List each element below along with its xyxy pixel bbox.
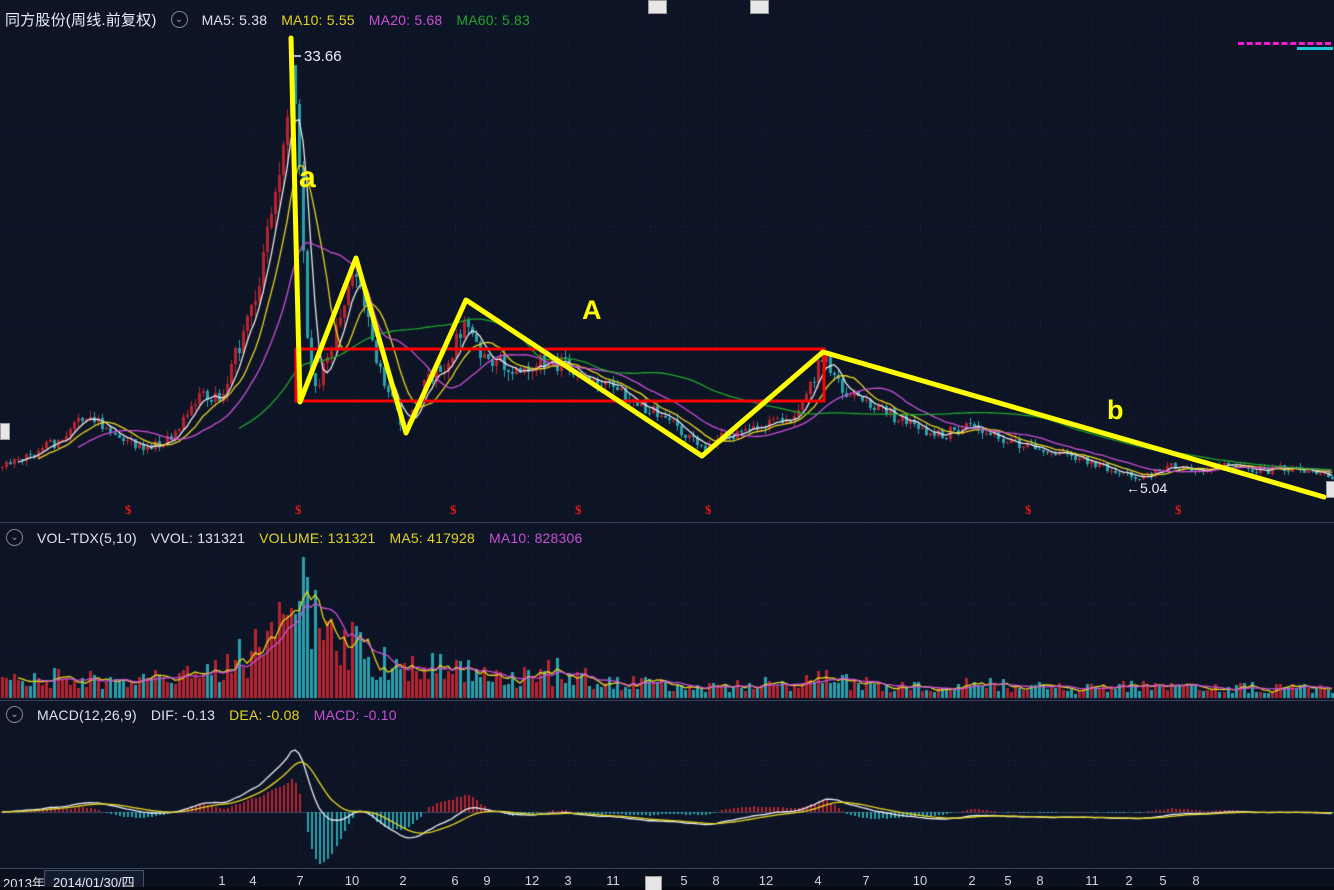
magenta-dashed-annotation	[1238, 42, 1331, 45]
vvol-readout: VVOL: 131321	[150, 529, 246, 546]
time-axis-label: 11	[1085, 873, 1099, 888]
scrollbar-strip[interactable]	[0, 887, 1334, 890]
time-axis-label: 11	[606, 873, 620, 888]
selection-handle[interactable]	[0, 423, 10, 440]
time-axis-label: 2	[968, 873, 976, 888]
volume-readout: VOLUME: 131321	[259, 529, 376, 546]
macd-chart-canvas[interactable]	[0, 700, 1334, 868]
time-axis-label: 8	[1192, 873, 1200, 888]
dividend-marker-icon: $	[1025, 502, 1032, 517]
time-axis-label: 2	[1125, 873, 1133, 888]
time-axis-label: 7	[862, 873, 870, 888]
dea-readout: DEA: -0.08	[229, 706, 300, 723]
dividend-marker-icon: $	[295, 502, 302, 517]
time-axis-label: 10	[344, 873, 360, 888]
cyan-dash-annotation	[1297, 47, 1333, 50]
time-axis-label: 8	[1036, 873, 1044, 888]
ma5-readout: MA5: 5.38	[201, 11, 268, 28]
ma10-readout: MA10: 5.55	[281, 11, 355, 28]
time-axis-label: 7	[296, 873, 304, 888]
time-axis-label: 8	[712, 873, 720, 888]
vol-indicator-name: VOL-TDX(5,10)	[37, 529, 137, 546]
dividend-marker-icon: $	[705, 502, 712, 517]
time-axis-label: 5	[1004, 873, 1012, 888]
dividend-marker-icon: $	[125, 502, 132, 517]
start-year-label: 2013年	[3, 876, 45, 890]
macd-panel-header: ⌄ MACD(12,26,9) DIF: -0.13 DEA: -0.08 MA…	[6, 706, 397, 723]
time-axis-label: 1	[218, 873, 226, 888]
dif-readout: DIF: -0.13	[150, 706, 216, 723]
panel-divider	[0, 700, 1334, 701]
time-axis-label: 3	[564, 873, 572, 888]
time-axis-label: 5	[680, 873, 688, 888]
time-axis-label: 4	[249, 873, 257, 888]
dividend-marker-icon: $	[1175, 502, 1182, 517]
ma20-readout: MA20: 5.68	[368, 11, 443, 28]
time-axis-label: 10	[912, 873, 928, 888]
macd-readout: MACD: -0.10	[313, 706, 397, 723]
selection-handle[interactable]	[750, 0, 769, 14]
collapse-icon[interactable]: ⌄	[6, 706, 23, 723]
selection-handle[interactable]	[648, 0, 667, 14]
wave-a-label: a	[299, 161, 316, 194]
ma60-readout: MA60: 5.83	[456, 11, 531, 28]
time-axis-label: 4	[814, 873, 822, 888]
time-axis-label: 9	[483, 873, 491, 888]
selection-handle[interactable]	[645, 876, 662, 890]
dividend-marker-icon: $	[450, 502, 457, 517]
price-panel-header: 同方股份(周线.前复权) ⌄ MA5: 5.38 MA10: 5.55 MA20…	[5, 9, 530, 30]
chart-title: 同方股份(周线.前复权)	[5, 12, 157, 29]
volume-chart-canvas[interactable]	[0, 523, 1334, 700]
time-axis-label: 5	[1159, 873, 1167, 888]
time-axis: 2013年 2014/01/30/四 1 4 7 10 2 6 9 12 3 11 2 5 8 12 4 7 1…	[0, 868, 1334, 890]
time-axis-label: 2	[399, 873, 407, 888]
wave-b-label: b	[1107, 395, 1124, 425]
macd-indicator-name: MACD(12,26,9)	[37, 706, 137, 723]
time-axis-label: 12	[524, 873, 540, 888]
time-axis-label: 12	[758, 873, 774, 888]
price-chart-canvas[interactable]	[0, 0, 1334, 523]
panel-divider	[0, 522, 1334, 523]
time-axis-label: 6	[451, 873, 459, 888]
volume-panel-header: ⌄ VOL-TDX(5,10) VVOL: 131321 VOLUME: 131…	[6, 529, 582, 546]
dividend-marker-icon: $	[575, 502, 582, 517]
wave-capital-a-label: A	[582, 295, 602, 325]
vol-ma5-readout: MA5: 417928	[389, 529, 476, 546]
peak-price-label: 33.66	[304, 48, 342, 65]
cursor-date-label: 2014/01/30/四	[44, 870, 144, 890]
vol-ma10-readout: MA10: 828306	[489, 529, 583, 546]
collapse-icon[interactable]: ⌄	[170, 11, 188, 28]
low-price-label: ←5.04	[1126, 480, 1168, 496]
selection-handle[interactable]	[1326, 481, 1334, 498]
collapse-icon[interactable]: ⌄	[6, 529, 23, 546]
